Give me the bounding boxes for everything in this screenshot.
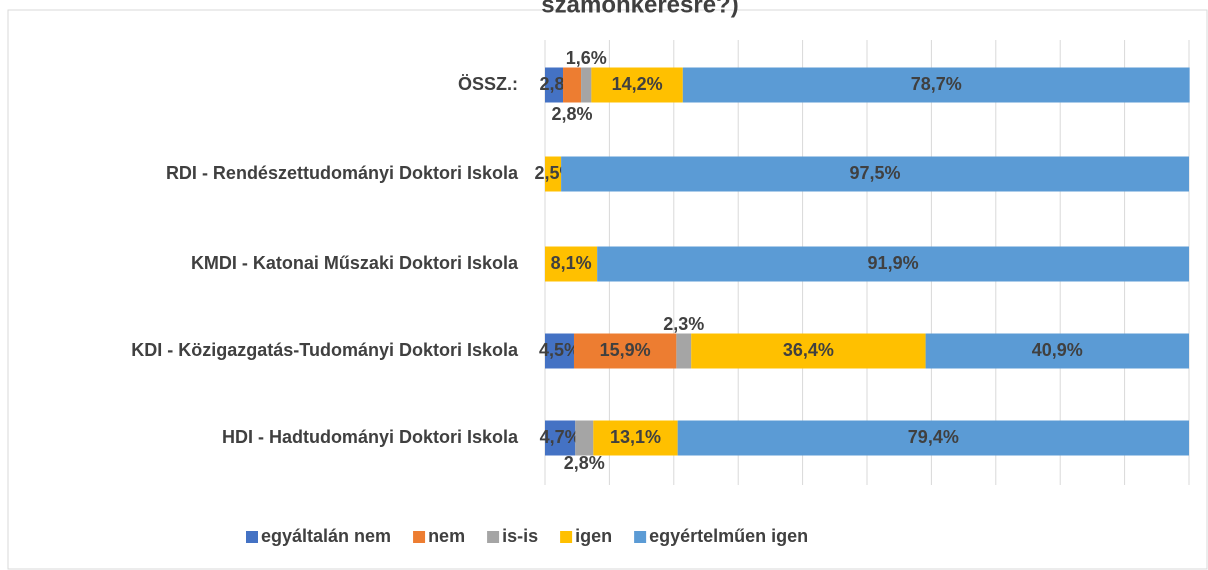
bar-segment <box>575 420 594 456</box>
category-label: HDI - Hadtudományi Doktori Iskola <box>222 427 519 447</box>
legend-swatch <box>487 531 500 543</box>
legend-swatch <box>246 531 258 543</box>
data-label: 4,5% <box>539 340 580 360</box>
legend-label: nem <box>428 526 465 546</box>
chart-frame <box>7 9 1208 570</box>
legend-label: egyértelműen igen <box>649 526 808 546</box>
bar-segment <box>677 420 1189 456</box>
data-label: 8,1% <box>551 253 592 273</box>
legend-swatch <box>560 531 573 543</box>
bar-segment <box>593 420 678 456</box>
bar-segment <box>545 67 564 103</box>
data-label: 91,9% <box>868 253 919 273</box>
category-label: KDI - Közigazgatás-Tudományi Doktori Isk… <box>131 340 519 360</box>
bar-segment <box>563 67 582 103</box>
bar-segment <box>676 333 692 369</box>
category-label: KMDI - Katonai Műszaki Doktori Iskola <box>191 253 519 273</box>
chart-title: számonkérésre?) <box>541 0 738 18</box>
data-label: 36,4% <box>783 340 834 360</box>
legend-swatch <box>413 531 426 543</box>
data-label: 15,9% <box>600 340 651 360</box>
bar-segment <box>561 156 1189 192</box>
data-label: 2,3% <box>663 314 704 334</box>
bar-segment <box>691 333 926 369</box>
legend-label: egyáltalán nem <box>261 526 391 546</box>
bar-segment <box>597 246 1189 282</box>
bar-segment <box>545 156 562 192</box>
category-label: RDI - Rendészettudományi Doktori Iskola <box>166 163 519 183</box>
bar-segment <box>682 67 1190 103</box>
bar-segment <box>573 333 677 369</box>
data-label: 79,4% <box>908 427 959 447</box>
data-label: 40,9% <box>1032 340 1083 360</box>
data-label: 14,2% <box>612 74 663 94</box>
data-label: 1,6% <box>566 48 607 68</box>
bar-segment <box>545 420 576 456</box>
data-label: 4,7% <box>540 427 581 447</box>
bar-segment <box>925 333 1189 369</box>
bar-segment <box>545 246 598 282</box>
data-label: 13,1% <box>610 427 661 447</box>
legend-swatch <box>634 531 647 543</box>
bar-segment <box>545 333 574 369</box>
legend-label: is-is <box>502 526 538 546</box>
category-label: ÖSSZ.: <box>458 74 518 94</box>
bar-segment <box>591 67 683 103</box>
data-label: 2,8% <box>564 453 605 473</box>
legend-label: igen <box>575 526 612 546</box>
data-label: 2,8% <box>552 104 593 124</box>
data-label: 78,7% <box>911 74 962 94</box>
bar-segment <box>581 67 592 103</box>
data-label: 97,5% <box>850 163 901 183</box>
